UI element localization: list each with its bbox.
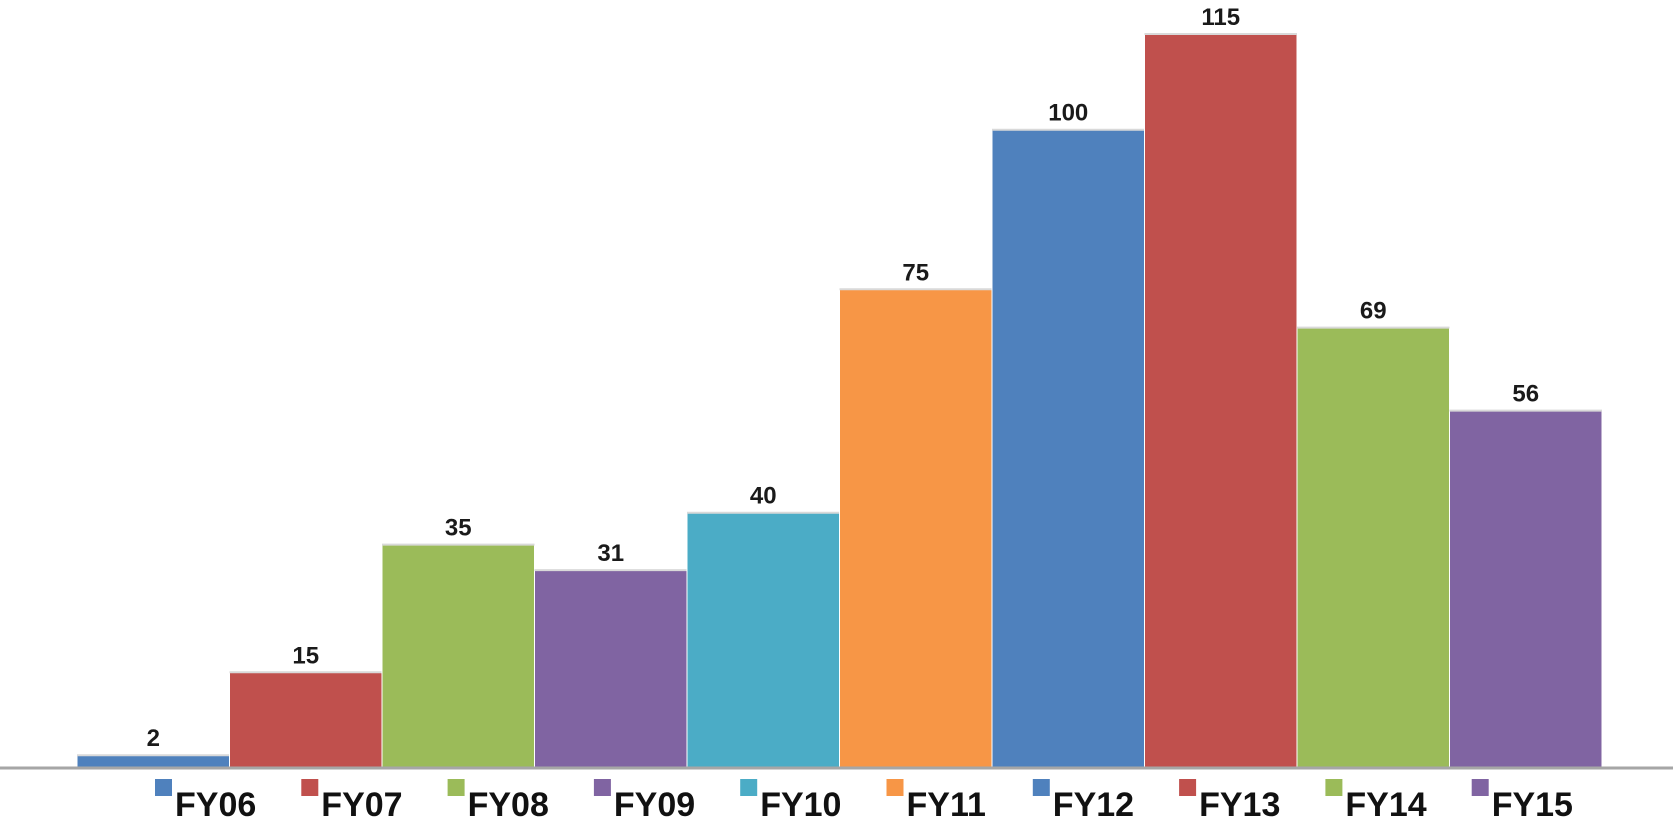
bars-group (76, 33, 1603, 769)
bar-fy08 (381, 544, 535, 769)
legend-swatch-fy14 (1325, 779, 1343, 796)
bar-fy09 (534, 569, 688, 769)
data-label-fy07: 15 (292, 642, 319, 669)
legend-swatch-fy13 (1179, 779, 1197, 796)
legend-swatch-fy15 (1471, 779, 1489, 796)
data-label-fy10: 40 (750, 483, 777, 510)
data-label-fy09: 31 (597, 540, 624, 567)
legend-label-fy15: FY15 (1492, 786, 1573, 822)
bar-fy12 (991, 129, 1145, 769)
bar-fy15 (1449, 410, 1603, 769)
legend-label-fy11: FY11 (907, 786, 986, 822)
bar-fy11 (839, 288, 993, 769)
legend-swatch-fy11 (886, 779, 904, 796)
data-label-fy08: 35 (445, 515, 472, 542)
legend-label-fy12: FY12 (1053, 786, 1134, 822)
bar-fy14 (1296, 327, 1450, 769)
legend-label-fy10: FY10 (760, 786, 841, 822)
bar-fy10 (686, 512, 840, 769)
data-label-fy12: 100 (1048, 100, 1088, 127)
legend-swatch-fy08 (447, 779, 465, 796)
legend-swatch-fy09 (593, 779, 611, 796)
data-label-fy15: 56 (1512, 381, 1539, 408)
legend-swatch-fy06 (155, 779, 172, 796)
legend-label-fy09: FY09 (614, 786, 695, 822)
data-label-fy14: 69 (1360, 298, 1387, 325)
legend-label-fy07: FY07 (321, 786, 402, 822)
bar-fy13 (1144, 33, 1298, 769)
data-label-fy06: 2 (147, 725, 160, 752)
legend-label-fy06: FY06 (175, 786, 256, 822)
data-label-fy13: 115 (1201, 4, 1240, 31)
legend: FY06 FY07 FY08 FY09 FY10 FY11 FY12 FY13 FY14 FY15 (155, 779, 1573, 822)
legend-swatch-fy07 (301, 779, 319, 796)
legend-label-fy13: FY13 (1199, 786, 1280, 822)
data-labels-group: 2 15 35 31 40 75 100 115 69 56 (147, 4, 1540, 752)
legend-label-fy14: FY14 (1345, 786, 1426, 822)
legend-swatch-fy12 (1032, 779, 1050, 796)
bar-fy06 (76, 754, 230, 769)
bar-fy07 (229, 671, 383, 769)
legend-label-fy08: FY08 (468, 786, 549, 822)
data-label-fy11: 75 (902, 259, 929, 286)
legend-swatch-fy10 (740, 779, 758, 796)
